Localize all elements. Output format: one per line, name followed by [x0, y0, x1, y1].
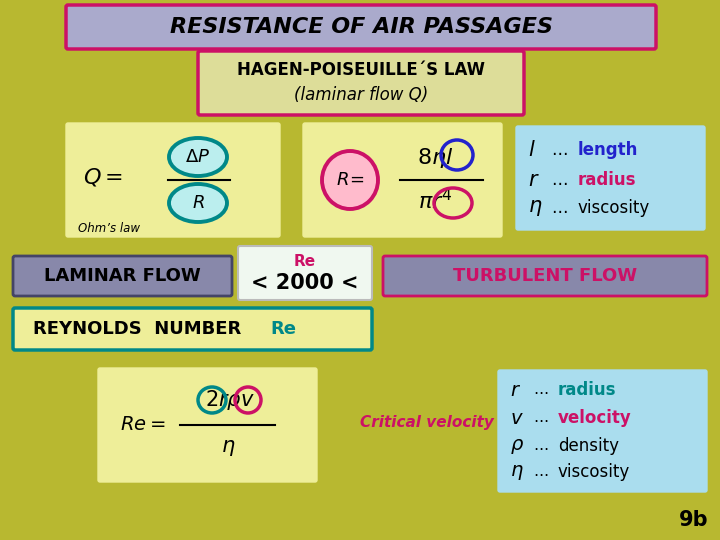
- Text: radius: radius: [578, 171, 636, 189]
- Text: …: …: [551, 141, 567, 159]
- Text: RESISTANCE OF AIR PASSAGES: RESISTANCE OF AIR PASSAGES: [169, 17, 552, 37]
- FancyBboxPatch shape: [98, 368, 317, 482]
- Text: $l$: $l$: [528, 140, 536, 160]
- Text: Ohm’s law: Ohm’s law: [78, 221, 140, 234]
- Text: $R\!=\!$: $R\!=\!$: [336, 171, 364, 189]
- Text: Re: Re: [294, 254, 316, 269]
- Text: $r$: $r$: [510, 381, 521, 400]
- Text: …: …: [533, 382, 548, 397]
- Text: radius: radius: [558, 381, 616, 399]
- Text: $\eta$: $\eta$: [221, 438, 235, 458]
- Text: HAGEN-POISEUILLE´S LAW: HAGEN-POISEUILLE´S LAW: [237, 61, 485, 79]
- Text: …: …: [551, 171, 567, 189]
- Text: viscosity: viscosity: [578, 199, 650, 217]
- Text: …: …: [533, 438, 548, 454]
- Text: …: …: [533, 410, 548, 426]
- Text: $\Delta P$: $\Delta P$: [186, 148, 210, 166]
- Text: TURBULENT FLOW: TURBULENT FLOW: [453, 267, 637, 285]
- FancyBboxPatch shape: [13, 308, 372, 350]
- Text: REYNOLDS  NUMBER: REYNOLDS NUMBER: [33, 320, 248, 338]
- Text: $\eta$: $\eta$: [528, 198, 543, 218]
- FancyBboxPatch shape: [66, 123, 280, 237]
- Text: $\rho$: $\rho$: [510, 436, 524, 456]
- FancyBboxPatch shape: [303, 123, 502, 237]
- Text: (laminar flow Q): (laminar flow Q): [294, 86, 428, 104]
- Ellipse shape: [322, 151, 378, 209]
- Text: $8\eta l$: $8\eta l$: [417, 146, 453, 170]
- Text: velocity: velocity: [558, 409, 631, 427]
- Text: $Re=$: $Re=$: [120, 415, 166, 435]
- Text: viscosity: viscosity: [558, 463, 630, 481]
- Text: …: …: [551, 199, 567, 217]
- FancyBboxPatch shape: [66, 5, 656, 49]
- Text: $2r\rho v$: $2r\rho v$: [205, 388, 255, 412]
- FancyBboxPatch shape: [516, 126, 705, 230]
- FancyBboxPatch shape: [383, 256, 707, 296]
- Text: $\eta$: $\eta$: [510, 462, 523, 482]
- FancyBboxPatch shape: [498, 370, 707, 492]
- Text: $r$: $r$: [528, 170, 540, 190]
- Ellipse shape: [169, 138, 227, 176]
- Text: $R$: $R$: [192, 194, 204, 212]
- FancyBboxPatch shape: [238, 246, 372, 300]
- Text: < 2000 <: < 2000 <: [251, 273, 359, 293]
- Text: density: density: [558, 437, 619, 455]
- Text: Re: Re: [270, 320, 296, 338]
- Ellipse shape: [169, 184, 227, 222]
- Text: Critical velocity: Critical velocity: [360, 415, 494, 429]
- FancyBboxPatch shape: [13, 256, 232, 296]
- Text: LAMINAR FLOW: LAMINAR FLOW: [44, 267, 201, 285]
- Text: $Q=$: $Q=$: [83, 166, 123, 188]
- Text: $v$: $v$: [510, 408, 523, 428]
- Text: $\pi r^{4}$: $\pi r^{4}$: [418, 188, 452, 214]
- FancyBboxPatch shape: [198, 51, 524, 115]
- Text: …: …: [533, 464, 548, 480]
- Text: length: length: [578, 141, 639, 159]
- Text: 9b: 9b: [678, 510, 708, 530]
